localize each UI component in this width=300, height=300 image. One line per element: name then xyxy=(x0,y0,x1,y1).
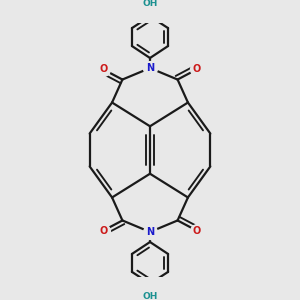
Text: O: O xyxy=(99,64,108,74)
Text: O: O xyxy=(192,64,201,74)
Text: O: O xyxy=(192,226,201,236)
Text: N: N xyxy=(146,227,154,237)
Text: O: O xyxy=(99,226,108,236)
Text: N: N xyxy=(146,63,154,73)
Text: OH: OH xyxy=(142,292,158,300)
Text: OH: OH xyxy=(142,0,158,8)
